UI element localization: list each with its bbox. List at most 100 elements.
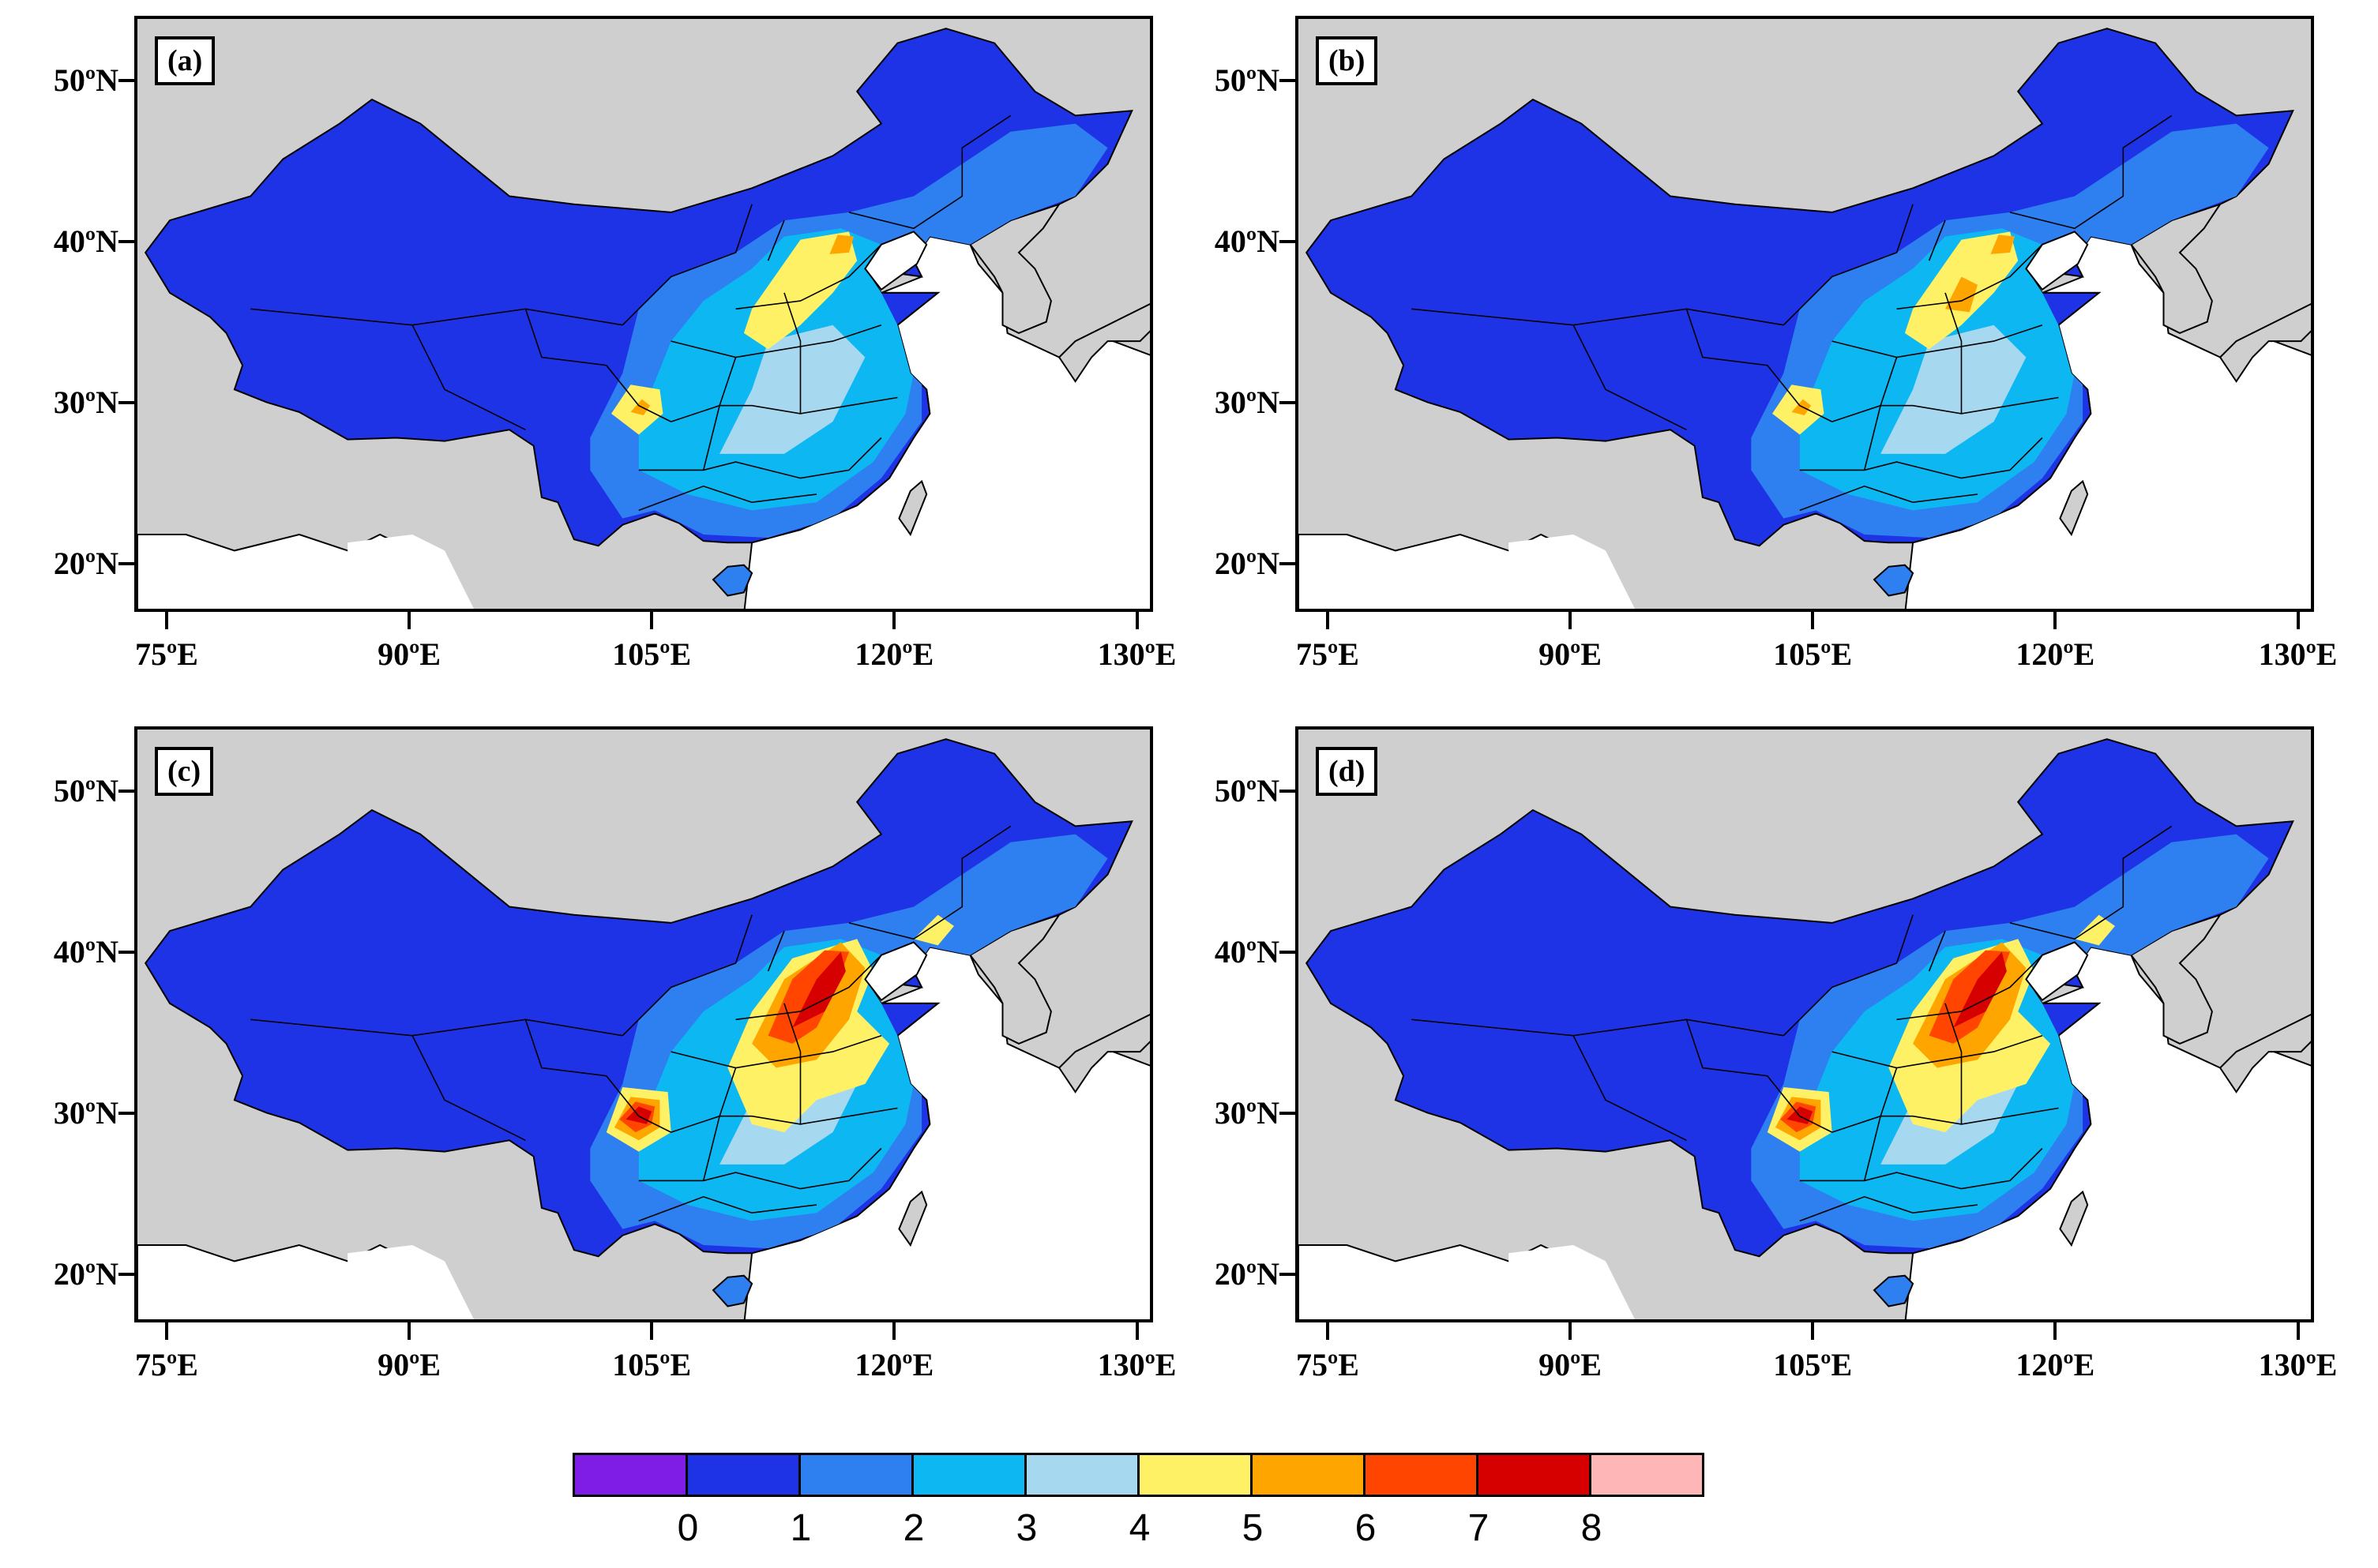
bengal-area xyxy=(347,535,474,609)
colorbar-swatch xyxy=(798,1453,914,1497)
map-canvas xyxy=(1298,730,2311,1319)
province-boundary xyxy=(1799,485,1978,512)
province-boundary xyxy=(848,114,1012,230)
colorbar-tick-label: 2 xyxy=(903,1507,925,1549)
latitude-tick xyxy=(118,1272,136,1276)
longitude-tick xyxy=(2296,1322,2300,1340)
longitude-label: 90ºE xyxy=(378,1347,441,1382)
longitude-tick xyxy=(892,1322,896,1340)
colorbar-swatch xyxy=(1589,1453,1704,1497)
colorbar-swatch xyxy=(1363,1453,1478,1497)
longitude-tick xyxy=(2296,612,2300,629)
province-boundary xyxy=(671,1107,898,1133)
latitude-tick xyxy=(118,789,136,793)
map-frame: (a) xyxy=(134,16,1153,612)
latitude-tick xyxy=(118,561,136,565)
japan-land xyxy=(1058,302,1150,383)
longitude-label: 75ºE xyxy=(135,1347,198,1382)
longitude-tick xyxy=(1568,612,1572,629)
longitude-tick xyxy=(1325,1322,1329,1340)
latitude-tick xyxy=(1279,1272,1297,1276)
province-boundary xyxy=(671,324,882,358)
colorbar-tick-label: 6 xyxy=(1354,1507,1377,1549)
panel-label: (a) xyxy=(155,36,216,85)
province-boundary xyxy=(735,955,882,1021)
province-boundary xyxy=(1572,1035,1687,1142)
latitude-label: 50ºN xyxy=(1214,772,1279,808)
longitude-tick xyxy=(2053,612,2057,629)
latitude-label: 50ºN xyxy=(1214,62,1279,98)
province-boundary xyxy=(671,1034,882,1069)
province-boundary xyxy=(622,914,753,1037)
latitude-tick xyxy=(118,400,136,404)
latitude-label: 50ºN xyxy=(53,772,118,808)
province-boundary xyxy=(671,396,898,422)
taiwan-island xyxy=(2059,1190,2089,1247)
province-boundary xyxy=(1944,1003,1963,1124)
contour-region xyxy=(1880,324,2027,454)
bengal-area xyxy=(347,1245,474,1319)
colorbar-swatch xyxy=(911,1453,1027,1497)
colorbar-swatch xyxy=(1476,1453,1591,1497)
longitude-tick xyxy=(650,612,654,629)
panel-label: (b) xyxy=(1316,36,1378,85)
province-boundary xyxy=(1783,204,1914,326)
province-boundary xyxy=(1896,244,2043,310)
map-canvas xyxy=(137,730,1150,1319)
province-boundary xyxy=(638,437,882,479)
taiwan-island xyxy=(2059,479,2089,537)
japan-land xyxy=(1058,1013,1150,1093)
latitude-label: 20ºN xyxy=(1214,545,1279,581)
longitude-label: 75ºE xyxy=(1296,1347,1359,1382)
longitude-label: 120ºE xyxy=(2015,1347,2095,1382)
province-boundary xyxy=(1831,324,2043,358)
longitude-label: 75ºE xyxy=(135,636,198,672)
contour-region xyxy=(1945,276,1978,313)
colorbar-swatch xyxy=(1024,1453,1140,1497)
longitude-tick xyxy=(164,612,168,629)
province-boundary xyxy=(1799,1195,1978,1222)
province-boundary xyxy=(702,1067,737,1181)
panel-label: (d) xyxy=(1316,747,1378,796)
contour-region xyxy=(829,234,855,254)
longitude-tick xyxy=(1811,1322,1815,1340)
province-boundary xyxy=(1944,292,1963,414)
longitude-label: 130ºE xyxy=(2258,1347,2338,1382)
latitude-tick xyxy=(1279,400,1297,404)
province-boundary xyxy=(783,292,802,414)
latitude-label: 30ºN xyxy=(1214,1094,1279,1131)
province-boundary xyxy=(1928,930,1946,972)
bengal-area xyxy=(1508,535,1635,609)
colorbar-tick-label: 7 xyxy=(1467,1507,1490,1549)
map-canvas xyxy=(1298,19,2311,609)
province-boundary xyxy=(767,930,785,972)
latitude-label: 40ºN xyxy=(53,223,118,259)
province-boundary xyxy=(1685,1019,1833,1133)
province-boundary xyxy=(735,244,882,310)
taiwan-island xyxy=(898,479,928,537)
longitude-label: 105ºE xyxy=(612,1347,692,1382)
colorbar-swatch xyxy=(1250,1453,1366,1497)
latitude-label: 20ºN xyxy=(1214,1255,1279,1292)
latitude-label: 20ºN xyxy=(53,1255,118,1292)
latitude-tick xyxy=(1279,789,1297,793)
province-boundary xyxy=(411,324,526,431)
latitude-label: 40ºN xyxy=(53,933,118,970)
longitude-tick xyxy=(164,1322,168,1340)
province-boundary xyxy=(1831,1107,2059,1133)
province-boundary xyxy=(411,1035,526,1142)
province-boundary xyxy=(1411,308,1784,326)
longitude-tick xyxy=(892,612,896,629)
longitude-label: 90ºE xyxy=(378,636,441,672)
map-frame: (c) xyxy=(134,726,1153,1322)
province-boundary xyxy=(848,825,1012,940)
longitude-tick xyxy=(408,612,411,629)
latitude-tick xyxy=(118,78,136,82)
japan-land xyxy=(2218,302,2311,383)
province-boundary xyxy=(2009,114,2173,230)
colorbar-tick-label: 1 xyxy=(790,1507,812,1549)
latitude-label: 30ºN xyxy=(53,1094,118,1131)
latitude-tick xyxy=(118,239,136,243)
latitude-label: 20ºN xyxy=(53,545,118,581)
longitude-label: 75ºE xyxy=(1296,636,1359,672)
